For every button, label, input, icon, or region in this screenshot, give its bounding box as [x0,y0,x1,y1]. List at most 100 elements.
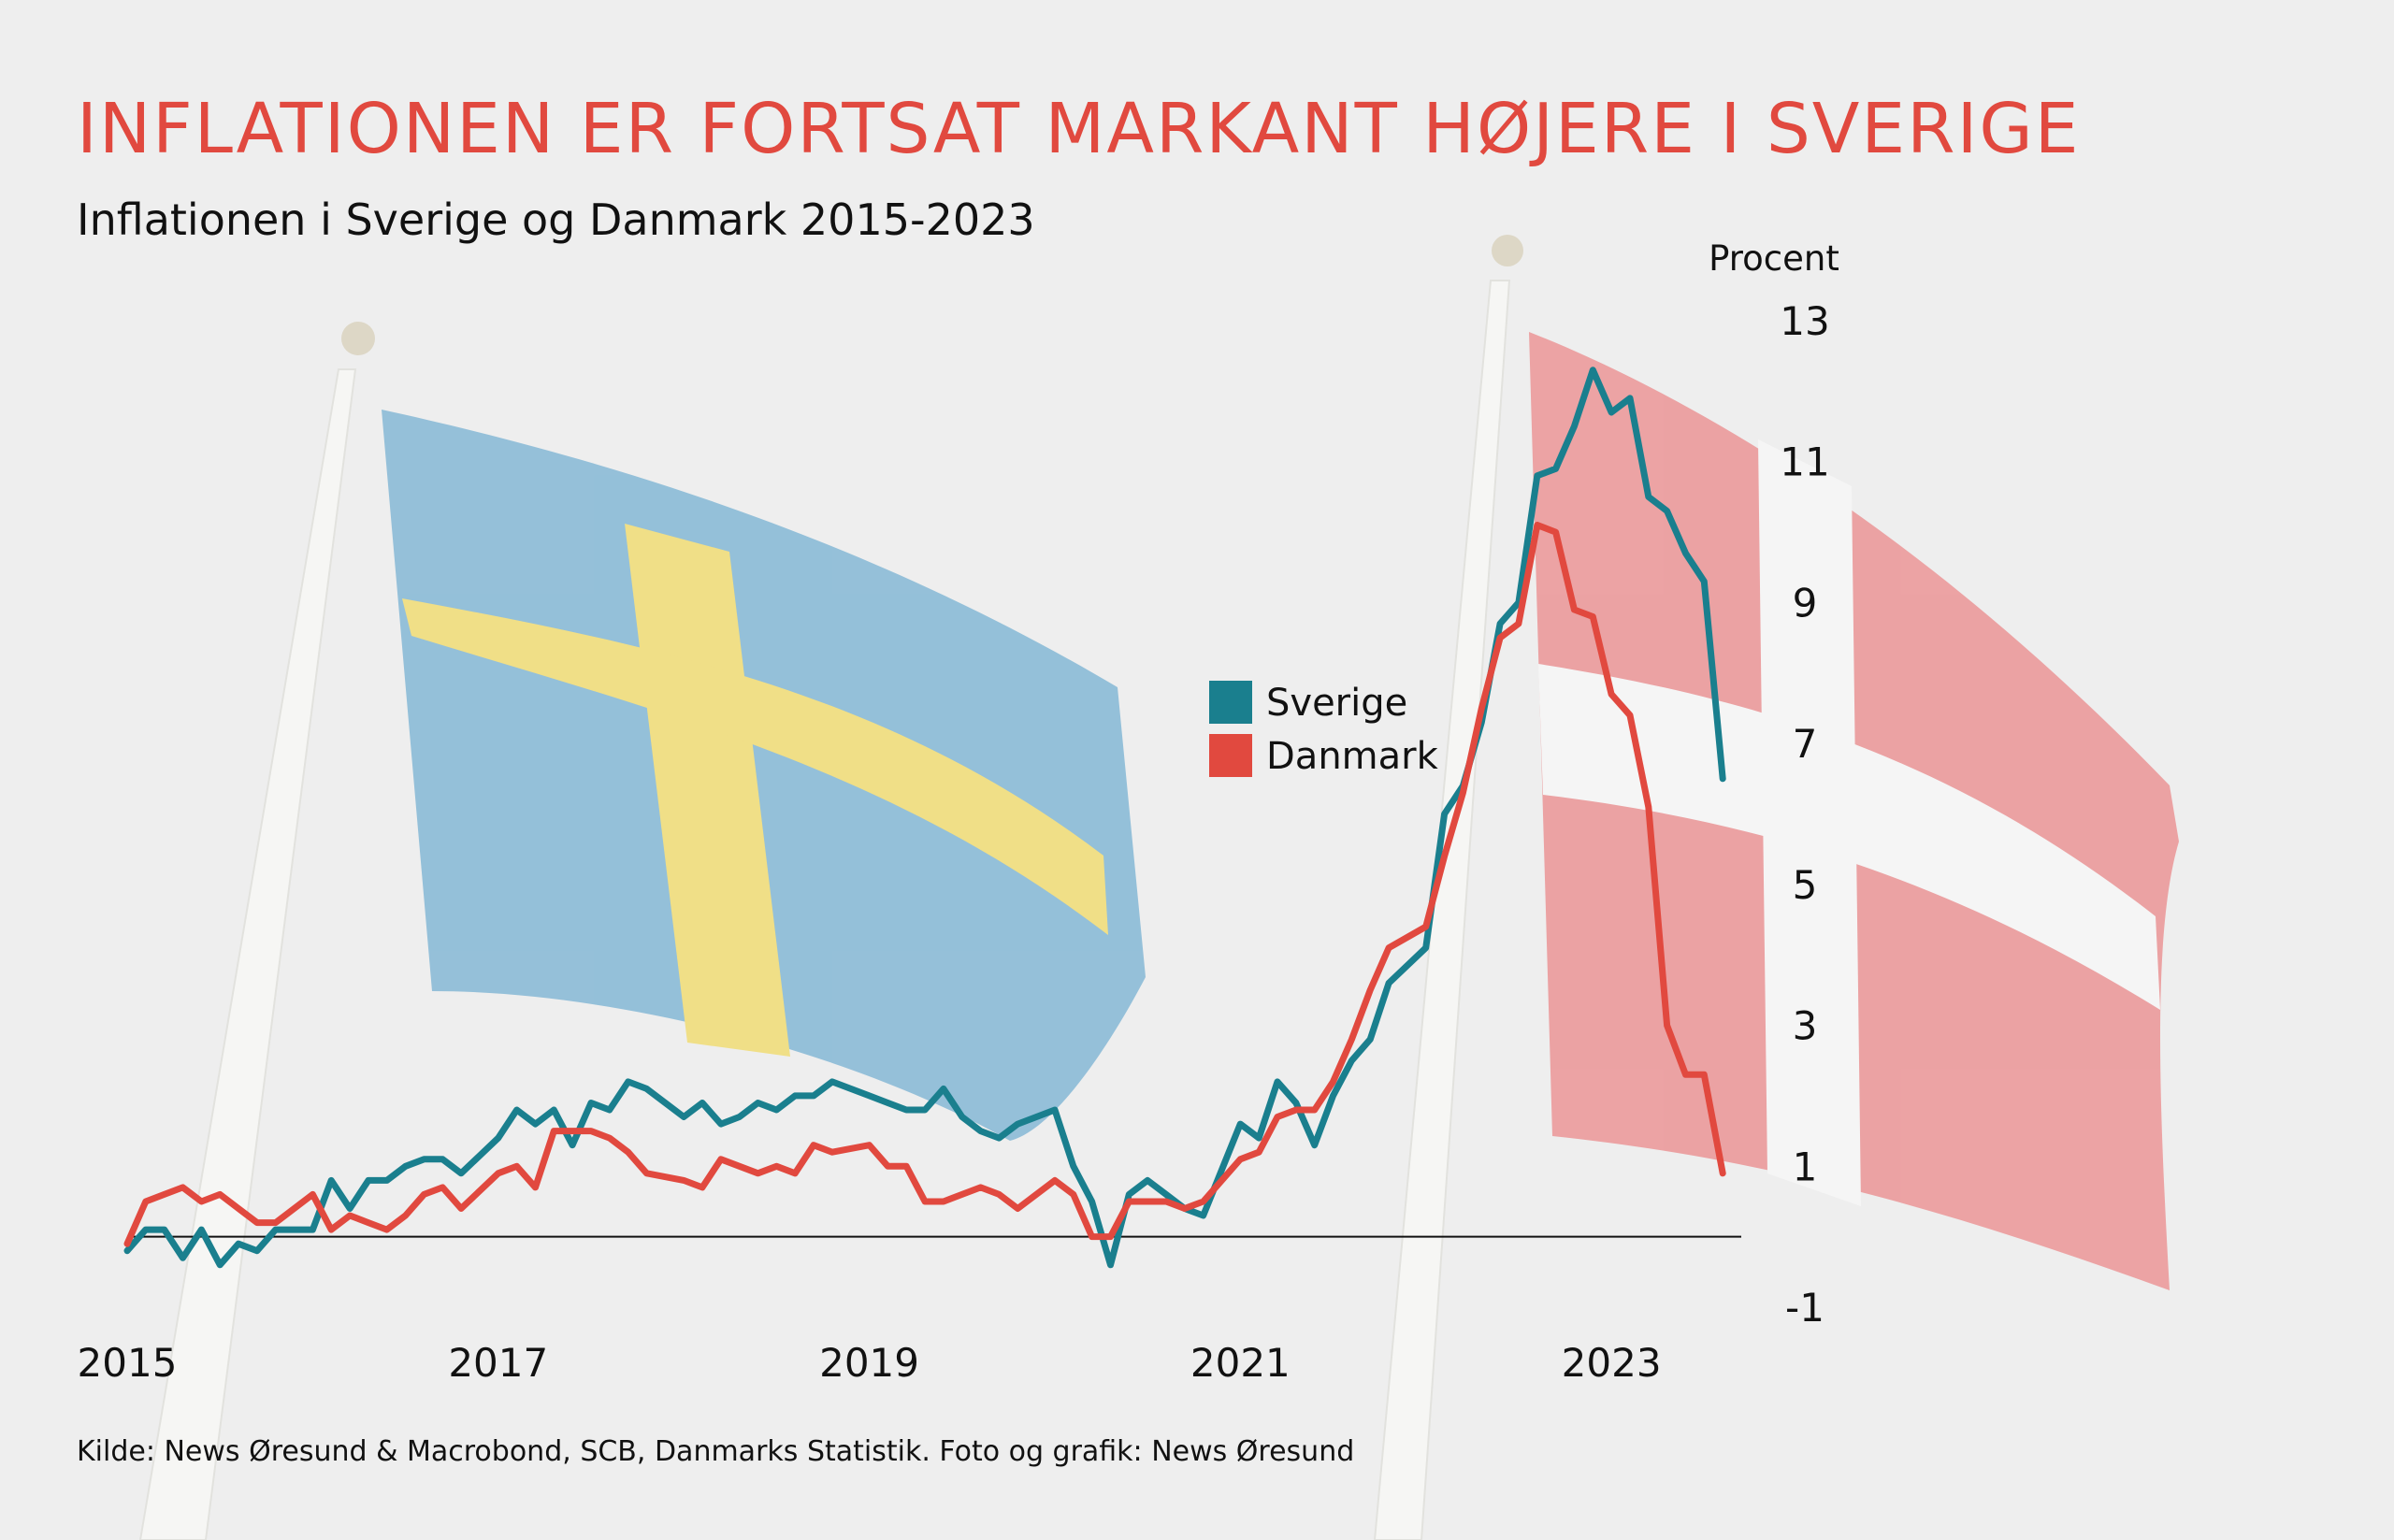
data-point-danmark [886,1164,889,1168]
data-point-danmark [1517,622,1521,626]
data-point-sverige [757,1101,759,1104]
data-point-sverige [886,1101,889,1104]
data-point-sverige [385,1178,389,1182]
data-point-danmark [1349,1038,1353,1042]
data-point-sverige [1684,552,1687,555]
data-point-danmark [997,1192,1001,1196]
data-point-sverige [1072,1164,1075,1168]
data-point-sverige [812,1094,815,1098]
data-point-danmark [125,1242,129,1245]
data-point-danmark [1609,692,1613,696]
data-point-danmark [1146,1200,1149,1203]
data-point-danmark [1554,530,1558,534]
data-point-danmark [181,1186,184,1189]
data-point-sverige [515,1108,519,1112]
data-point-sverige [645,1087,648,1090]
data-point-sverige [738,1115,742,1118]
data-point-danmark [367,1221,370,1225]
data-point-danmark [1498,636,1502,640]
data-point-sverige [237,1242,240,1245]
data-point-danmark [1591,615,1594,618]
data-point-sverige [570,1144,574,1147]
data-point-danmark [1238,1158,1242,1161]
data-point-sverige [218,1263,222,1267]
data-point-sverige [1313,1144,1317,1147]
x-tick-label: 2021 [1190,1340,1291,1386]
data-point-sverige [1257,1136,1261,1140]
data-point-danmark [1016,1207,1019,1210]
data-point-danmark [274,1221,278,1225]
data-point-sverige [868,1094,872,1098]
data-point-danmark [1257,1150,1261,1154]
x-tick-label: 2015 [78,1340,178,1386]
data-point-danmark [144,1200,148,1203]
data-point-sverige [627,1080,630,1084]
data-point-sverige [589,1101,593,1104]
data-point-sverige [1238,1122,1242,1126]
flagpole-right [1373,280,1511,1540]
data-point-sverige [1647,495,1651,498]
data-point-sverige [1498,622,1502,626]
data-point-sverige [1109,1263,1112,1267]
y-tick-label: -1 [1785,1285,1824,1331]
data-point-sverige [942,1087,945,1090]
data-point-sverige [255,1249,259,1253]
data-point-danmark [608,1136,612,1140]
legend-label-sverige: Sverige [1266,682,1407,725]
flagpole-right-finial [1492,235,1523,266]
data-point-sverige [1572,425,1576,428]
legend: Sverige Danmark [1209,681,1439,778]
data-point-sverige [534,1122,537,1126]
data-point-danmark [1053,1178,1057,1182]
chart-title: INFLATIONEN ER FORTSAT MARKANT HØJERE I … [77,89,2081,169]
y-tick-label: 5 [1793,862,1818,908]
data-point-danmark [385,1228,389,1231]
flagpole-left [138,368,357,1540]
data-point-sverige [199,1228,203,1231]
data-point-danmark [942,1200,945,1203]
y-tick-label: 7 [1793,721,1818,767]
data-point-danmark [1443,855,1447,858]
series-danmark [123,522,1726,1247]
data-point-danmark [255,1221,259,1225]
data-point-sverige [440,1158,444,1161]
data-point-danmark [830,1150,834,1154]
data-point-danmark [1461,791,1464,795]
data-point-danmark [1684,1072,1687,1076]
data-point-danmark [1572,608,1576,612]
data-point-sverige [459,1172,463,1175]
data-point-danmark [1666,1024,1669,1028]
series-line-danmark [123,522,1726,1247]
data-point-sverige [1721,777,1724,781]
data-point-danmark [1072,1192,1075,1196]
data-point-sverige [1090,1200,1094,1203]
x-tick-label: 2017 [448,1340,548,1386]
data-point-sverige [1628,396,1632,400]
data-point-sverige [1387,981,1391,985]
legend-swatch-sverige [1209,681,1252,724]
data-point-danmark [904,1164,908,1168]
data-point-danmark [700,1186,704,1189]
data-point-danmark [440,1186,444,1189]
data-point-danmark [515,1164,519,1168]
data-point-danmark [1368,988,1372,992]
data-point-danmark [1332,1080,1334,1084]
data-point-danmark [812,1144,815,1147]
data-point-danmark [329,1228,333,1231]
y-tick-label: 13 [1780,298,1829,344]
data-point-sverige [125,1249,129,1253]
data-point-danmark [719,1158,723,1161]
chart-subtitle: Inflationen i Sverige og Danmark 2015-20… [77,194,1035,245]
y-tick-label: 1 [1793,1144,1818,1189]
data-point-danmark [218,1192,222,1196]
y-tick-label: 11 [1780,439,1829,485]
data-point-danmark [497,1172,500,1175]
data-point-sverige [608,1108,612,1112]
data-point-danmark [1127,1200,1131,1203]
danish-flag [1529,332,2179,1290]
data-point-danmark [1183,1207,1187,1210]
data-point-danmark [199,1200,203,1203]
data-point-danmark [1647,805,1651,809]
data-point-sverige [422,1158,425,1161]
